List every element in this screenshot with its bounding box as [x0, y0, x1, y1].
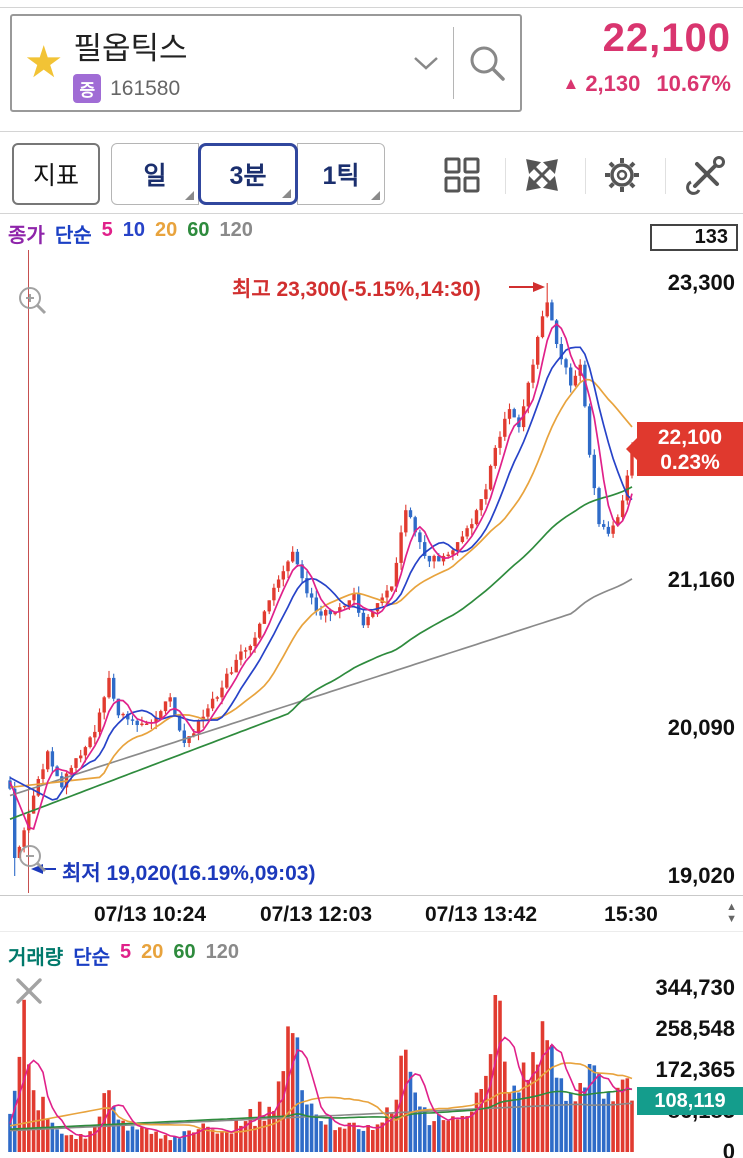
spinner-up-icon: ▲: [726, 901, 737, 913]
axis-label: 23,300: [667, 270, 735, 295]
divider: [665, 158, 666, 194]
grid-icon: [444, 157, 480, 193]
stock-selector[interactable]: ★ 필옵틱스 증 161580: [10, 14, 522, 112]
spinner-down-icon: ▼: [726, 913, 737, 925]
indicator-button[interactable]: 지표: [12, 143, 100, 205]
change-value: 2,130: [585, 71, 641, 96]
tools-icon: [686, 156, 725, 195]
legend-item: 60: [187, 219, 210, 241]
legend-item: 60: [173, 941, 196, 963]
toolbar-divider: [0, 213, 743, 214]
search-button[interactable]: [454, 16, 520, 110]
legend-item: 5: [101, 219, 113, 241]
divider: [453, 27, 454, 99]
badge-price: 22,100: [657, 426, 723, 450]
favorite-star-icon[interactable]: ★: [24, 38, 64, 87]
header-divider: [0, 131, 743, 132]
expand-icon: [526, 159, 558, 191]
price-chart-canvas[interactable]: [0, 216, 743, 896]
legend-item: 10: [122, 219, 145, 241]
time-axis-label: 07/13 13:42: [424, 903, 538, 926]
axis-label: 258,548: [655, 1015, 735, 1041]
settings-button[interactable]: [598, 151, 646, 199]
time-axis-label: 07/13 12:03: [259, 903, 373, 926]
search-icon: [470, 46, 505, 81]
zoom-in-icon[interactable]: [19, 287, 47, 315]
legend-item: 5: [120, 941, 132, 963]
axis-label: 21,160: [667, 566, 735, 592]
price-change: ▲ 2,130 10.67%: [562, 71, 731, 97]
change-percent: 10.67%: [656, 71, 731, 96]
legend-item: 단순: [54, 225, 92, 247]
current-volume-badge: 108,119: [637, 1086, 743, 1115]
fullscreen-button[interactable]: [518, 151, 566, 199]
session-high-annotation: 최고 23,300(-5.15%,14:30): [232, 278, 481, 301]
current-price: 22,100: [602, 16, 731, 60]
time-axis-label: 07/13 10:24: [93, 903, 207, 926]
axis-label: 19,020: [667, 863, 735, 888]
candle-count-box: 133: [650, 224, 738, 251]
stock-code: 161580: [110, 76, 181, 100]
stock-info: 필옵틱스 증 161580: [73, 23, 188, 103]
period-button-3min[interactable]: 3분: [198, 143, 298, 205]
axis-label: 172,365: [655, 1057, 735, 1082]
badge-percent: 0.23%: [660, 451, 720, 475]
legend-item: 120: [219, 219, 253, 241]
price-legend: 종가 단순 5 10 20 60 120: [8, 219, 253, 248]
legend-item: 20: [155, 219, 178, 241]
divider: [505, 158, 506, 194]
volume-legend: 거래량 단순 5 20 60 120: [8, 941, 239, 970]
axis-label: 344,730: [655, 975, 735, 1000]
gear-icon: [605, 158, 639, 192]
legend-item: 종가: [8, 225, 45, 247]
period-button-day[interactable]: 일: [111, 143, 199, 205]
price-area: 22,100 ▲ 2,130 10.67%: [562, 16, 731, 97]
volume-chart-canvas[interactable]: [0, 932, 743, 1158]
tools-button[interactable]: [682, 151, 730, 199]
current-price-badge: 22,100 0.23%: [626, 422, 743, 477]
legend-item: 거래량: [8, 947, 64, 969]
divider: [585, 158, 586, 194]
scroll-spinner[interactable]: ▲ ▼: [726, 901, 737, 925]
session-low-annotation: 최저 19,020(16.19%,09:03): [62, 862, 316, 885]
time-axis-label: 15:30: [604, 903, 658, 926]
legend-item: 단순: [73, 947, 111, 969]
legend-item: 120: [205, 941, 240, 963]
legend-item: 20: [141, 941, 164, 963]
market-badge: 증: [73, 74, 102, 103]
top-divider: [0, 7, 743, 8]
axis-label: 0: [722, 1139, 735, 1158]
zoom-out-icon[interactable]: [19, 845, 47, 873]
grid-layout-button[interactable]: [438, 151, 486, 199]
period-button-tick[interactable]: 1틱: [297, 143, 385, 205]
axis-label: 20,090: [667, 714, 735, 740]
chart-close-icon[interactable]: [16, 978, 42, 1004]
stock-name: 필옵틱스: [73, 31, 188, 66]
up-arrow-icon: ▲: [562, 74, 580, 93]
chevron-down-icon[interactable]: [413, 56, 439, 71]
period-group: 일 3분 1틱: [111, 143, 385, 205]
time-axis: 07/13 10:24 07/13 12:03 07/13 13:42 15:30 ▲…: [0, 895, 743, 932]
